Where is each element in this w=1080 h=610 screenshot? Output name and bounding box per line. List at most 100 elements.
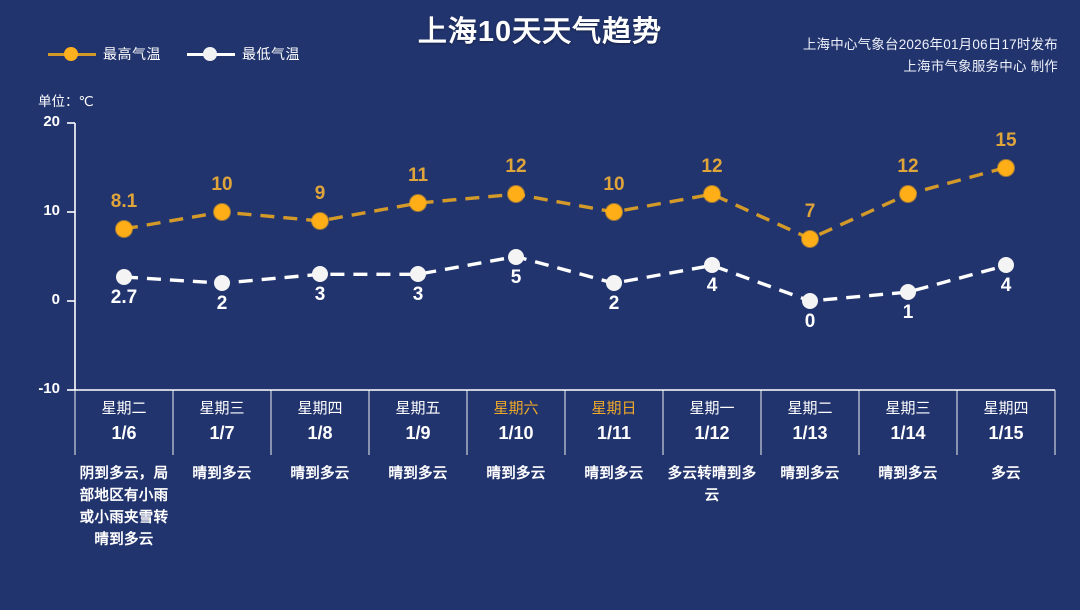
day-column-header: 星期六 1/10 <box>467 398 565 446</box>
issuer-line-2: 上海市气象服务中心 制作 <box>903 59 1058 74</box>
low-temperature-value: 4 <box>706 275 718 297</box>
date-label: 1/14 <box>890 423 926 443</box>
legend-item-low: 最低气温 <box>187 44 300 64</box>
low-temperature-point[interactable] <box>214 275 230 292</box>
low-temperature-point[interactable] <box>116 268 132 285</box>
low-temperature-value: 5 <box>510 266 522 288</box>
day-column-header: 星期一 1/12 <box>663 398 761 446</box>
date-label: 1/6 <box>111 423 137 443</box>
weekday-label: 星期四 <box>983 400 1029 417</box>
date-label: 1/13 <box>792 423 828 443</box>
low-temperature-point[interactable] <box>606 275 622 292</box>
weather-description: 晴到多云 <box>290 466 350 482</box>
low-temperature-point[interactable] <box>900 284 916 301</box>
high-temperature-value: 10 <box>603 174 625 195</box>
weekday-label: 星期六 <box>493 400 539 417</box>
high-temperature-point[interactable] <box>214 204 230 220</box>
date-label: 1/7 <box>209 423 235 443</box>
weather-description: 晴到多云 <box>878 466 938 482</box>
date-label: 1/11 <box>596 423 632 443</box>
low-temperature-value: 3 <box>412 284 424 306</box>
weekday-label: 星期二 <box>101 400 147 417</box>
legend-item-high: 最高气温 <box>48 44 161 64</box>
issuer-line-1: 上海中心气象台2026年01月06日17时发布 <box>802 37 1058 52</box>
low-temperature-point[interactable] <box>508 248 524 265</box>
date-label: 1/8 <box>307 423 333 443</box>
high-temperature-point[interactable] <box>998 159 1014 176</box>
weather-description: 多云转晴到多云 <box>667 466 757 504</box>
weather-description: 晴到多云 <box>192 466 252 482</box>
legend-label-low: 最低气温 <box>242 46 300 62</box>
weather-description: 晴到多云 <box>388 466 448 482</box>
weekday-label: 星期日 <box>591 400 637 417</box>
y-axis-tick-label: 20 <box>43 113 60 130</box>
high-temperature-point[interactable] <box>704 186 720 203</box>
low-temperature-point[interactable] <box>410 266 426 283</box>
day-column-header: 星期三 1/7 <box>173 398 271 446</box>
day-column-header: 星期四 1/15 <box>957 398 1055 446</box>
high-temperature-value: 7 <box>804 200 816 222</box>
high-temperature-point[interactable] <box>606 204 622 220</box>
chart-legend: 最高气温 最低气温 <box>48 44 300 64</box>
high-temperature-point[interactable] <box>116 220 132 237</box>
date-label: 1/15 <box>988 423 1024 443</box>
high-temperature-value: 10 <box>211 174 233 195</box>
low-temperature-point[interactable] <box>998 257 1014 274</box>
high-temperature-value: 12 <box>701 156 723 178</box>
y-axis-tick-label: 10 <box>43 202 60 219</box>
low-temperature-line <box>123 254 1007 303</box>
day-column-header: 星期二 1/13 <box>761 398 859 446</box>
low-temperature-point[interactable] <box>312 266 328 283</box>
legend-label-high: 最高气温 <box>103 46 161 62</box>
date-label: 1/10 <box>498 423 534 443</box>
low-temperature-value: 2 <box>216 293 228 315</box>
low-temperature-point[interactable] <box>802 293 818 309</box>
y-axis-tick-label: -10 <box>38 380 60 397</box>
high-temperature-value: 15 <box>995 129 1017 151</box>
orange-diamond-marker-icon <box>48 46 96 62</box>
day-column-header: 星期五 1/9 <box>369 398 467 446</box>
high-temperature-value: 9 <box>314 182 326 204</box>
weather-description: 晴到多云 <box>486 466 546 482</box>
high-temperature-value: 12 <box>505 156 527 178</box>
weather-description: 阴到多云，局部地区有小雨或小雨夹雪转晴到多云 <box>79 466 169 548</box>
low-temperature-point[interactable] <box>704 257 720 274</box>
high-temperature-point[interactable] <box>802 230 818 247</box>
white-diamond-marker-icon <box>187 46 235 62</box>
weekday-label: 星期一 <box>689 400 735 417</box>
day-column-header: 星期三 1/14 <box>859 398 957 446</box>
day-column-header: 星期日 1/11 <box>565 398 663 446</box>
high-temperature-value: 8.1 <box>110 190 138 212</box>
weekday-label: 星期五 <box>395 400 441 417</box>
low-temperature-value: 4 <box>1000 275 1012 297</box>
date-label: 1/12 <box>694 423 730 443</box>
weekday-label: 星期三 <box>885 400 931 417</box>
weekday-label: 星期三 <box>199 400 245 417</box>
weather-description: 晴到多云 <box>780 466 840 482</box>
y-axis-tick-label: 0 <box>51 291 60 308</box>
high-temperature-point[interactable] <box>410 195 426 212</box>
day-column-header: 星期四 1/8 <box>271 398 369 446</box>
low-temperature-value: 2.7 <box>110 286 138 308</box>
weekday-label: 星期二 <box>787 400 833 417</box>
page-title: 上海10天天气趋势 <box>417 16 663 48</box>
low-temperature-value: 1 <box>902 302 914 324</box>
issuer-info: 上海中心气象台2026年01月06日17时发布 上海市气象服务中心 制作 <box>803 34 1058 78</box>
low-temperature-value: 3 <box>314 284 326 306</box>
weekday-label: 星期四 <box>297 400 343 417</box>
low-temperature-value: 2 <box>608 293 620 315</box>
high-temperature-line <box>123 165 1007 241</box>
day-column-header: 星期二 1/6 <box>75 398 173 446</box>
unit-label: 单位：℃ <box>38 94 94 109</box>
high-temperature-point[interactable] <box>312 212 328 229</box>
low-temperature-value: 0 <box>804 311 816 332</box>
high-temperature-point[interactable] <box>900 186 916 203</box>
high-temperature-point[interactable] <box>508 186 524 203</box>
date-label: 1/9 <box>405 423 431 443</box>
weather-description: 多云 <box>991 466 1021 482</box>
high-temperature-value: 11 <box>407 165 429 187</box>
weather-description: 晴到多云 <box>584 466 644 482</box>
high-temperature-value: 12 <box>897 156 919 178</box>
